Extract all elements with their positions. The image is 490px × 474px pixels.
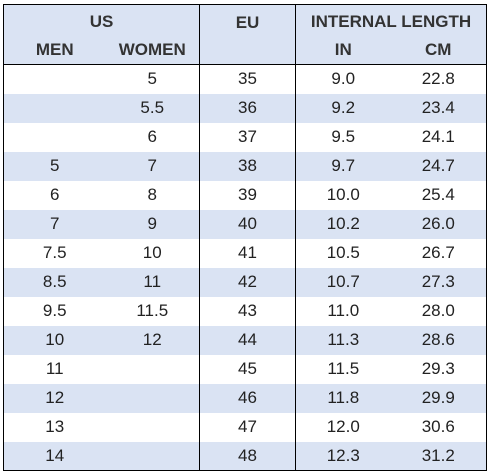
eu-size-cell: 48 (199, 441, 296, 471)
eu-size-cell: 35 (199, 64, 296, 94)
men-size-cell: 14 (3, 441, 106, 471)
table-row: 7 9 40 10.2 26.0 (3, 209, 487, 239)
table-row: 13 47 12.0 30.6 (4, 412, 487, 442)
length-in-cell: 9.7 (295, 151, 391, 181)
men-size-cell (3, 93, 106, 123)
men-header: MEN (3, 36, 106, 65)
eu-size-cell: 37 (199, 122, 296, 152)
eu-size-cell: 47 (199, 412, 296, 442)
length-cm-cell: 25.4 (421, 185, 455, 204)
table-body: 5 35 9.0 22.8 5.5 36 9.2 23.4 6 37 9.5 24.1 5 7 38 9.7 2… (3, 64, 487, 471)
table-row: 6 8 39 10.0 25.4 (4, 180, 487, 210)
table-row: 12 46 11.8 29.9 (3, 383, 487, 413)
men-size-cell: 13 (45, 417, 65, 436)
length-cm-cell: 30.6 (421, 417, 455, 436)
table-row: 7.5 10 41 10.5 26.7 (4, 238, 487, 268)
length-cm-cell: 29.9 (390, 383, 487, 413)
length-cm-cell: 26.7 (421, 243, 455, 262)
table-row: 14 48 12.3 31.2 (3, 441, 487, 471)
length-in-cell: 11.8 (295, 383, 391, 413)
men-size-cell: 8.5 (3, 267, 106, 297)
length-cm-cell: 23.4 (390, 93, 487, 123)
length-cm-cell: 22.8 (421, 69, 455, 89)
length-in-cell: 9.5 (331, 127, 356, 146)
length-in-cell: 11.5 (327, 359, 360, 378)
eu-header: EU (199, 4, 296, 65)
table-row: 5 7 38 9.7 24.7 (3, 151, 487, 181)
length-in-cell: 11.0 (327, 301, 360, 320)
men-size-cell: 10 (3, 325, 106, 355)
women-size-cell: 10 (105, 238, 200, 268)
length-cm-cell: 29.3 (421, 359, 455, 378)
length-in-cell: 10.0 (326, 185, 360, 204)
eu-size-cell: 39 (199, 180, 296, 210)
women-size-cell: 11.5 (105, 296, 200, 326)
table-row: 6 37 9.5 24.1 (4, 122, 487, 152)
eu-size-cell: 42 (199, 267, 296, 297)
table-header: US EU INTERNAL LENGTH MEN WOMEN IN CM (3, 4, 487, 65)
length-cm-cell: 24.7 (390, 151, 487, 181)
women-size-cell (105, 383, 200, 413)
table-row: 5 35 9.0 22.8 (4, 64, 487, 94)
women-size-cell: 12 (105, 325, 200, 355)
length-cm-cell: 27.3 (390, 267, 487, 297)
eu-size-cell: 44 (199, 325, 296, 355)
table-row: 5.5 36 9.2 23.4 (3, 93, 487, 123)
in-header: IN (295, 36, 391, 65)
internal-length-header: INTERNAL LENGTH (295, 4, 487, 36)
women-size-cell (105, 441, 200, 471)
women-size-cell: 7 (105, 151, 200, 181)
men-size-cell: 11 (45, 359, 64, 378)
men-size-cell: 7.5 (42, 243, 67, 262)
women-size-cell: 9 (105, 209, 200, 239)
women-size-cell: 11 (105, 267, 200, 297)
length-in-cell: 12.0 (326, 417, 360, 436)
length-cm-cell: 31.2 (390, 441, 487, 471)
men-size-cell: 5 (3, 151, 106, 181)
women-size-cell: 6 (105, 122, 200, 152)
table-row: 8.5 11 42 10.7 27.3 (3, 267, 487, 297)
eu-size-cell: 45 (199, 354, 296, 384)
men-size-cell: 12 (3, 383, 106, 413)
length-in-cell: 10.5 (326, 243, 360, 262)
length-in-cell: 9.2 (295, 93, 391, 123)
table-row: 9.5 11.5 43 11.0 28.0 (4, 296, 487, 326)
length-in-cell: 11.3 (295, 325, 391, 355)
length-cm-cell: 28.0 (421, 301, 455, 320)
eu-size-cell: 40 (199, 209, 296, 239)
women-header: WOMEN (105, 36, 200, 65)
women-size-cell (105, 354, 200, 384)
men-size-cell (4, 123, 106, 152)
header-row-top: US EU INTERNAL LENGTH (3, 4, 487, 65)
eu-size-cell: 38 (199, 151, 296, 181)
length-cm-cell: 24.1 (421, 127, 455, 146)
table-row: 11 45 11.5 29.3 (4, 354, 487, 384)
length-cm-cell: 26.0 (390, 209, 487, 239)
table-row: 10 12 44 11.3 28.6 (3, 325, 487, 355)
men-size-cell: 7 (3, 209, 106, 239)
men-size-cell: 9.5 (42, 301, 67, 320)
eu-size-cell: 41 (199, 238, 296, 268)
eu-size-cell: 36 (199, 93, 296, 123)
eu-size-cell: 43 (199, 296, 296, 326)
women-size-cell: 5.5 (105, 93, 200, 123)
length-in-cell: 10.7 (295, 267, 391, 297)
men-size-cell: 6 (50, 185, 60, 204)
women-size-cell: 8 (105, 180, 200, 210)
us-header: US (3, 4, 200, 36)
length-in-cell: 10.2 (295, 209, 391, 239)
header-row-bottom: MEN WOMEN IN CM (3, 36, 487, 65)
eu-size-cell: 46 (199, 383, 296, 413)
women-size-cell (105, 412, 200, 442)
length-in-cell: 9.0 (331, 69, 356, 89)
length-cm-cell: 28.6 (390, 325, 487, 355)
cm-header: CM (390, 36, 487, 65)
length-in-cell: 12.3 (295, 441, 391, 471)
women-size-cell: 5 (105, 64, 200, 94)
men-size-cell (4, 65, 106, 94)
